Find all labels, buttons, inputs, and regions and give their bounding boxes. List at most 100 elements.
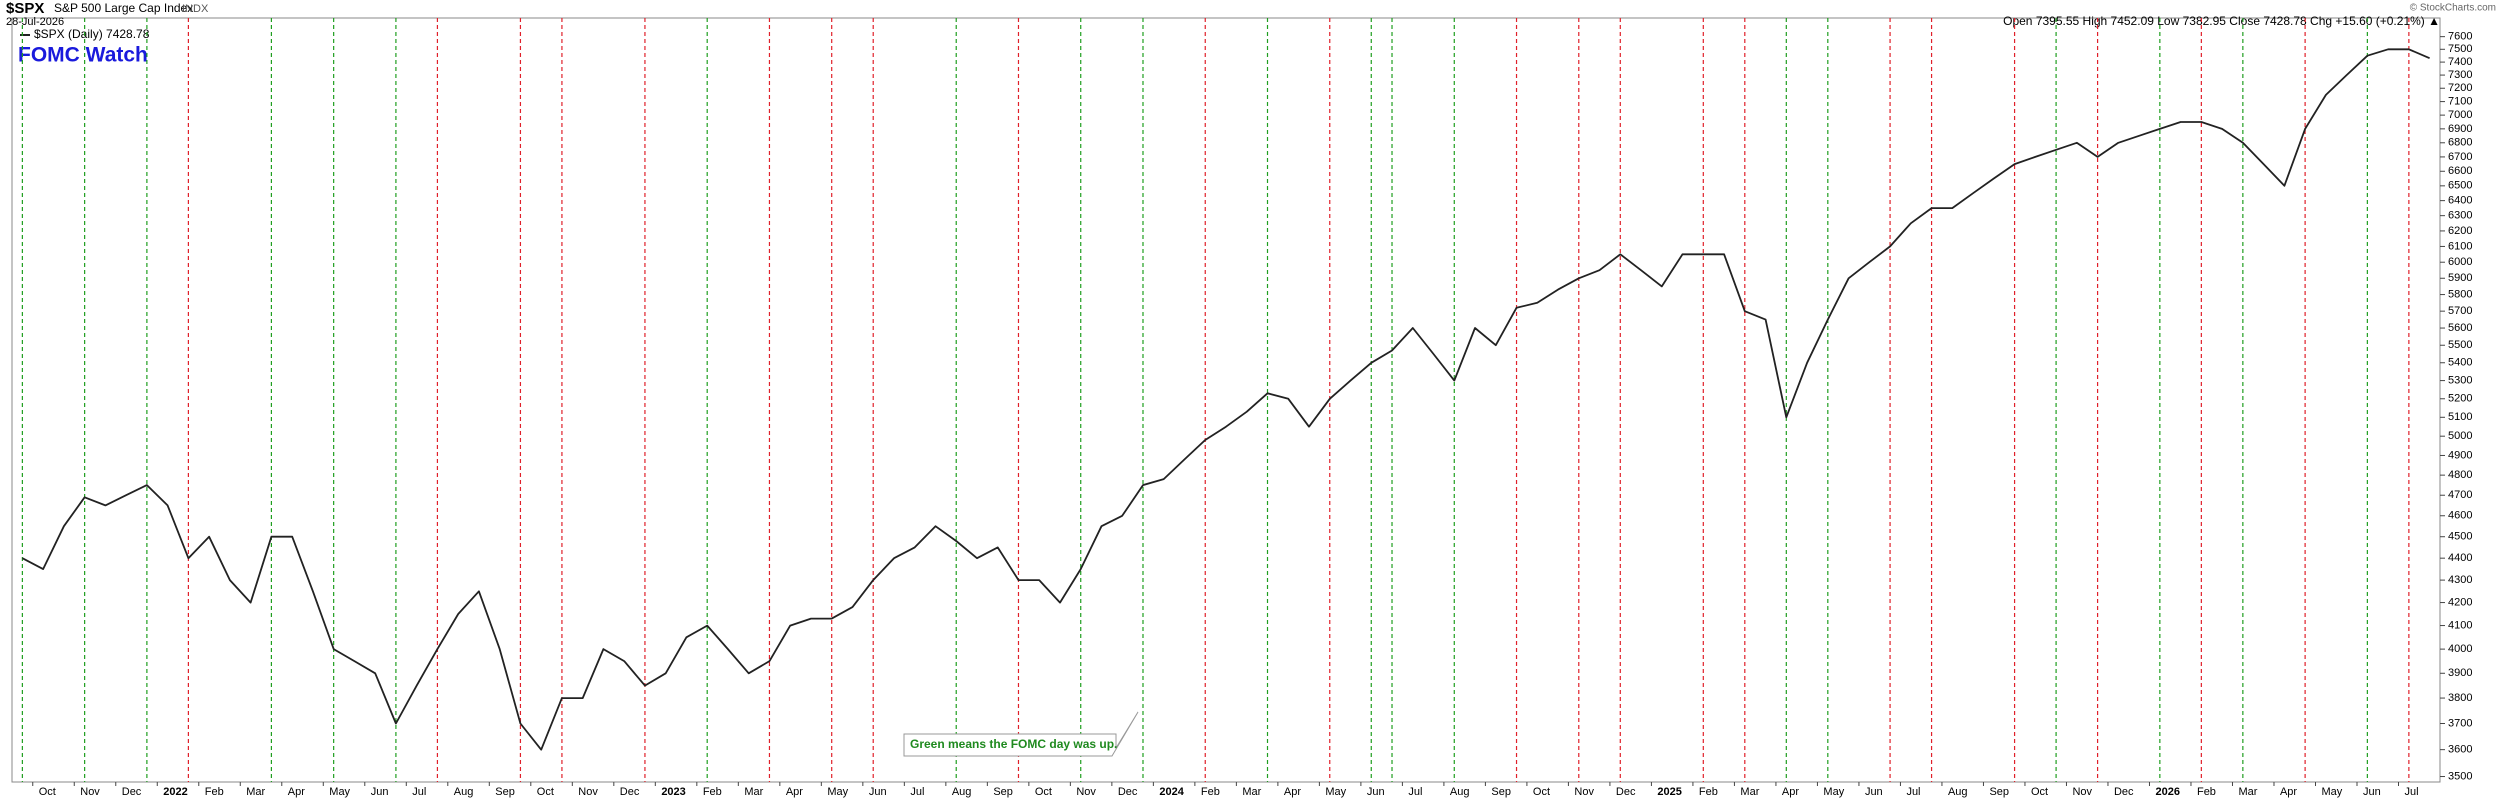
y-tick-label: 6500	[2448, 180, 2472, 192]
legend-label: $SPX (Daily) 7428.78	[34, 27, 150, 41]
x-tick-label: Nov	[80, 786, 100, 798]
x-tick-label: Oct	[2031, 786, 2048, 798]
y-tick-label: 5200	[2448, 393, 2472, 405]
y-tick-label: 4300	[2448, 574, 2472, 586]
y-tick-label: 7300	[2448, 69, 2472, 81]
x-tick-label: Oct	[1035, 786, 1052, 798]
y-tick-label: 4000	[2448, 643, 2472, 655]
exchange: INDX	[182, 3, 209, 15]
x-tick-label: Dec	[620, 786, 640, 798]
y-tick-label: 5000	[2448, 430, 2472, 442]
note-text: Green means the FOMC day was up.	[910, 737, 1117, 751]
x-tick-label: Feb	[1201, 786, 1220, 798]
x-tick-label: Jul	[2404, 786, 2418, 798]
x-tick-label: 2026	[2155, 786, 2179, 798]
x-tick-label: Mar	[744, 786, 763, 798]
y-tick-label: 7500	[2448, 43, 2472, 55]
x-tick-label: Mar	[1242, 786, 1261, 798]
x-tick-label: Apr	[1782, 786, 1799, 798]
x-tick-label: Jun	[1367, 786, 1385, 798]
y-tick-label: 4800	[2448, 469, 2472, 481]
x-tick-label: Apr	[2280, 786, 2297, 798]
x-tick-label: Nov	[1076, 786, 1096, 798]
note-callout	[903, 711, 1139, 757]
chart-title: S&P 500 Large Cap Index	[54, 1, 193, 15]
price-line	[21, 48, 2430, 751]
x-tick-label: Aug	[952, 786, 972, 798]
x-tick-label: Sep	[1989, 786, 2009, 798]
y-tick-label: 6000	[2448, 256, 2472, 268]
y-tick-label: 5900	[2448, 272, 2472, 284]
x-tick-label: Jul	[910, 786, 924, 798]
x-tick-label: Jul	[412, 786, 426, 798]
y-tick-label: 4700	[2448, 489, 2472, 501]
y-tick-label: 6100	[2448, 240, 2472, 252]
x-tick-label: Jun	[869, 786, 887, 798]
x-tick-label: Sep	[993, 786, 1013, 798]
x-tick-label: Jul	[1408, 786, 1422, 798]
x-tick-label: Oct	[537, 786, 554, 798]
y-tick-label: 5700	[2448, 305, 2472, 317]
fomc-lines	[21, 18, 2410, 782]
x-tick-label: Aug	[1948, 786, 1968, 798]
x-tick-label: Feb	[1699, 786, 1718, 798]
x-tick-label: Jun	[1865, 786, 1883, 798]
x-tick-label: Feb	[703, 786, 722, 798]
y-tick-label: 4200	[2448, 596, 2472, 608]
y-tick-label: 6400	[2448, 195, 2472, 207]
quote: Open 7395.55 High 7452.09 Low 7382.95 Cl…	[2003, 14, 2440, 28]
x-tick-label: Oct	[39, 786, 56, 798]
x-tick-label: May	[1823, 786, 1844, 798]
y-tick-label: 5500	[2448, 339, 2472, 351]
x-tick-label: Oct	[1533, 786, 1550, 798]
credit: © StockCharts.com	[2410, 3, 2496, 14]
note-box: Green means the FOMC day was up.	[903, 711, 1139, 757]
x-tick-label: Nov	[2072, 786, 2092, 798]
x-tick-label: Jun	[2363, 786, 2381, 798]
x-tick-label: Feb	[2197, 786, 2216, 798]
y-tick-label: 7200	[2448, 82, 2472, 94]
x-tick-label: May	[827, 786, 848, 798]
x-tick-label: Mar	[246, 786, 265, 798]
x-tick-label: 2025	[1657, 786, 1681, 798]
x-tick-label: Jul	[1906, 786, 1920, 798]
plot-frame	[11, 17, 2441, 783]
y-tick-label: 3900	[2448, 667, 2472, 679]
y-tick-label: 3700	[2448, 717, 2472, 729]
x-tick-label: Mar	[2238, 786, 2257, 798]
x-tick-label: Sep	[495, 786, 515, 798]
x-tick-label: Apr	[786, 786, 803, 798]
x-tick-label: Dec	[1118, 786, 1138, 798]
x-tick-label: Apr	[1284, 786, 1301, 798]
x-tick-label: Apr	[288, 786, 305, 798]
y-tick-label: 4900	[2448, 449, 2472, 461]
x-tick-label: 2024	[1159, 786, 1184, 798]
y-tick-label: 6700	[2448, 151, 2472, 163]
x-tick-label: May	[329, 786, 350, 798]
y-tick-label: 4100	[2448, 619, 2472, 631]
x-tick-label: Sep	[1491, 786, 1511, 798]
y-tick-label: 5600	[2448, 322, 2472, 334]
y-tick-label: 4600	[2448, 510, 2472, 522]
y-tick-label: 6800	[2448, 137, 2472, 149]
x-tick-label: May	[2321, 786, 2342, 798]
x-tick-label: Dec	[1616, 786, 1636, 798]
y-tick-label: 5400	[2448, 357, 2472, 369]
y-tick-label: 6200	[2448, 225, 2472, 237]
y-tick-label: 3500	[2448, 770, 2472, 782]
y-tick-label: 6600	[2448, 165, 2472, 177]
x-tick-label: Nov	[578, 786, 598, 798]
plot: 3500 3600 3700 3800 3900 4000 4100 4200 4300 4400…	[21, 31, 2472, 798]
y-tick-label: 7000	[2448, 109, 2472, 121]
x-tick-label: 2023	[661, 786, 685, 798]
y-tick-label: 5100	[2448, 411, 2472, 423]
x-tick-label: 2022	[163, 786, 187, 798]
x-tick-label: Aug	[454, 786, 474, 798]
y-tick-label: 6300	[2448, 210, 2472, 222]
y-tick-label: 3600	[2448, 744, 2472, 756]
date: 28-Jul-2026	[6, 16, 64, 28]
y-tick-label: 7600	[2448, 31, 2472, 43]
y-tick-label: 4500	[2448, 531, 2472, 543]
